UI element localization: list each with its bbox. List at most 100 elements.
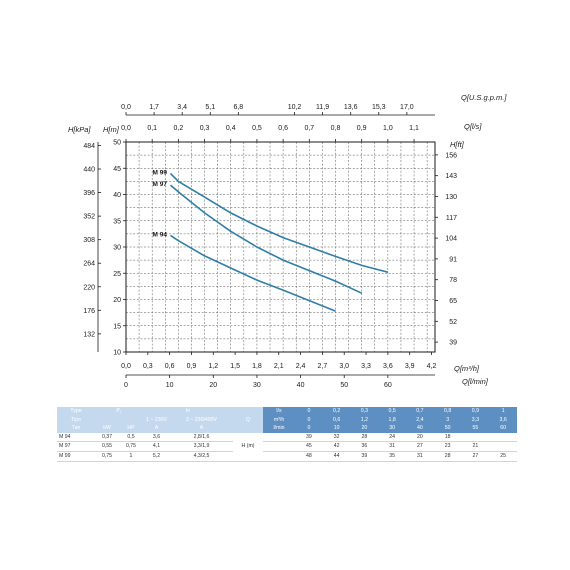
tick-label-h-m: 25 [113, 271, 121, 278]
curve-m-94 [170, 234, 336, 312]
tick-label-q-m3h: 1,5 [230, 363, 240, 370]
header-lmin-value: 60 [489, 424, 518, 433]
tick-label-q-ls: 0,8 [331, 125, 341, 132]
header-blank [95, 415, 143, 425]
tick-label-q-usgpm: 13,6 [344, 104, 358, 111]
row-h-value: 39 [350, 451, 379, 462]
tick-label-q-ls: 0,0 [121, 125, 131, 132]
tick-label-q-ls: 1,1 [409, 125, 419, 132]
table-header-row: Tipo 1 ~ 230V 3 ~ 230/400V Q m³/h 0 0,6 … [57, 415, 518, 425]
header-in: In [143, 407, 234, 416]
h-label: H (m) [233, 432, 264, 462]
header-lmin-value: 30 [378, 424, 407, 433]
tick-label-q-usgpm: 1,7 [149, 104, 159, 111]
row-h-value [489, 432, 518, 443]
tick-label-h-kpa: 396 [83, 190, 95, 197]
header-m3h-value: 1,2 [350, 415, 379, 425]
tick-label-h-kpa: 484 [83, 143, 95, 150]
table-row: M 99 0,75 1 5,2 4,3/2,5 48 44 39 35 31 2… [57, 451, 518, 462]
row-h-value: 45 [295, 441, 323, 452]
tick-label-q-m3h: 3,3 [361, 363, 371, 370]
row-hp: 0,75 [119, 441, 143, 452]
tick-label-h-ft: 156 [445, 152, 457, 159]
tick-label-q-ls: 0,6 [278, 125, 288, 132]
tick-label-h-kpa: 308 [83, 237, 95, 244]
tick-label-h-m: 10 [113, 350, 121, 357]
header-tipo: Tipo [57, 415, 95, 425]
tick-label-h-m: 15 [113, 323, 121, 330]
tick-label-q-ls: 0,2 [174, 125, 184, 132]
chart-ticks: 10 15 20 25 30 35 40 45 50 132 176 220 264 308 352 396 4… [83, 104, 457, 389]
row-h-value: 32 [322, 432, 351, 443]
tick-label-q-ls: 0,5 [252, 125, 262, 132]
row-h-value: 28 [433, 451, 462, 462]
header-hp: HP [119, 424, 143, 433]
header-m3h-value: 3 [433, 415, 462, 425]
header-unit-m3h: m³/h [263, 415, 296, 425]
curve-m-97 [169, 184, 363, 294]
tick-label-h-ft: 39 [449, 340, 457, 347]
tick-label-q-lmin: 20 [209, 382, 217, 389]
row-h-value: 31 [406, 451, 434, 462]
tick-label-q-lmin: 50 [340, 382, 348, 389]
tick-label-h-m: 30 [113, 245, 121, 252]
tick-label-q-usgpm: 3,4 [177, 104, 187, 111]
tick-label-q-ls: 0,1 [147, 125, 157, 132]
row-amp-1: 3,6 [143, 432, 170, 443]
header-kw: kW [95, 424, 119, 433]
row-h-value: 20 [406, 432, 434, 443]
row-type: M 94 [57, 432, 95, 443]
header-lmin-value: 10 [322, 424, 351, 433]
header-unit-ls: l/s [263, 407, 296, 416]
tick-label-q-usgpm: 17,0 [400, 104, 414, 111]
curve-label-m-99: M 99 [153, 170, 168, 177]
tick-label-q-lmin: 10 [166, 382, 174, 389]
tick-label-h-ft: 91 [449, 256, 457, 263]
header-q: Q [233, 415, 264, 425]
tick-label-h-kpa: 220 [83, 284, 95, 291]
row-type: M 97 [57, 441, 95, 452]
axis-title-lmin: Q[l/min] [462, 377, 489, 386]
tick-label-h-ft: 65 [449, 298, 457, 305]
axis-title-m3h: Q[m³/h] [454, 364, 480, 373]
header-m3h-value: 0,6 [322, 415, 351, 425]
row-hp: 0,5 [119, 432, 143, 443]
tick-label-q-m3h: 2,4 [296, 363, 306, 370]
row-h-value: 27 [461, 451, 490, 462]
axis-title-hm: H[m] [103, 125, 120, 134]
tick-label-h-kpa: 352 [83, 214, 95, 221]
header-ls-value: 0,7 [406, 407, 434, 416]
plot-frame [125, 141, 436, 353]
table-row: M 97 0,55 0,75 4,1 3,3/1,9 45 42 36 31 2… [57, 441, 518, 452]
tick-label-h-kpa: 132 [83, 331, 95, 338]
header-lmin-value: 55 [461, 424, 490, 433]
tick-label-q-m3h: 1,8 [252, 363, 262, 370]
tick-label-h-ft: 130 [445, 194, 457, 201]
tick-label-q-m3h: 3,0 [339, 363, 349, 370]
header-ls-value: 0,8 [433, 407, 462, 416]
tick-label-h-ft: 78 [449, 277, 457, 284]
row-h-value: 39 [295, 432, 323, 443]
header-ls-value: 0,3 [350, 407, 379, 416]
curve-label-m-94: M 94 [153, 231, 168, 238]
tick-label-q-m3h: 3,9 [405, 363, 415, 370]
row-kw: 0,75 [95, 451, 119, 462]
row-hp: 1 [119, 451, 143, 462]
row-amp-1: 5,2 [143, 451, 170, 462]
tick-label-h-m: 40 [113, 192, 121, 199]
row-h-value: 27 [406, 441, 434, 452]
header-amp-3: A [170, 424, 234, 433]
tick-label-h-ft: 117 [446, 215, 457, 222]
tick-label-h-m: 50 [113, 140, 121, 147]
chart-grid [126, 142, 435, 352]
row-type: M 99 [57, 451, 95, 462]
row-h-value: 23 [433, 441, 462, 452]
tick-label-q-usgpm: 5,1 [205, 104, 215, 111]
header-3-phase: 3 ~ 230/400V [170, 415, 234, 425]
tick-label-h-kpa: 440 [83, 167, 95, 174]
axis-title-ls: Q[l/s] [464, 122, 482, 131]
tick-label-q-usgpm: 0,0 [121, 104, 131, 111]
header-unit-lmin: l/min [263, 424, 296, 433]
tick-label-q-m3h: 2,7 [318, 363, 328, 370]
tick-label-q-ls: 0,7 [304, 125, 314, 132]
